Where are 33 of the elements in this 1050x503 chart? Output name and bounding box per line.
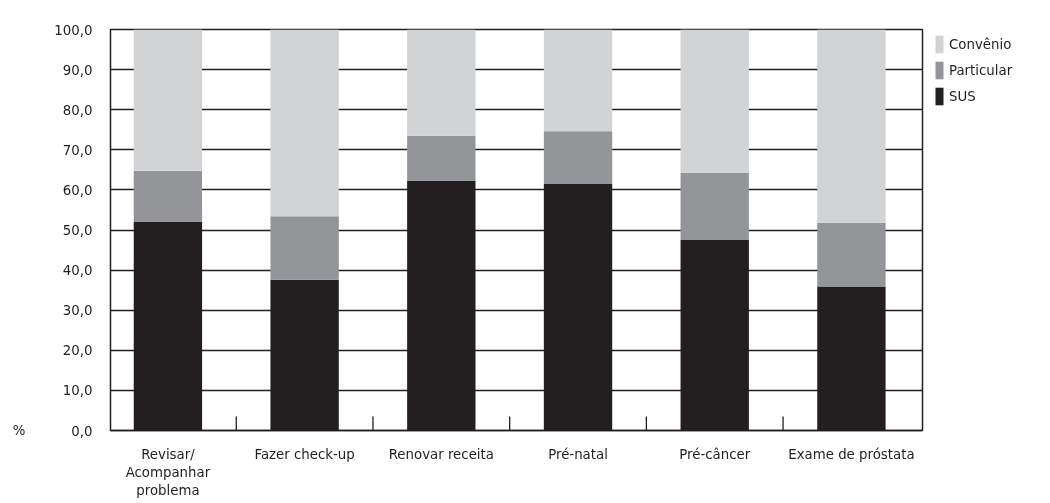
legend-label: Convênio bbox=[949, 36, 1012, 52]
legend-label: Particular bbox=[949, 62, 1013, 78]
y-tick-label: 50,0 bbox=[62, 223, 93, 238]
bar bbox=[270, 216, 339, 280]
bar bbox=[817, 29, 886, 223]
y-tick-label: 10,0 bbox=[62, 383, 93, 399]
y-tick-label: 100,0 bbox=[54, 22, 93, 38]
bar bbox=[817, 222, 886, 287]
bar bbox=[680, 29, 749, 173]
y-tick-label: 30,0 bbox=[62, 303, 93, 319]
x-tick-label: Revisar/ Acompanhar problema bbox=[125, 446, 211, 498]
bar bbox=[270, 29, 339, 217]
bar bbox=[680, 172, 749, 241]
x-tick-label: Pré-natal bbox=[548, 446, 608, 462]
y-tick-label: 0,0 bbox=[71, 423, 93, 439]
x-tick-label: Renovar receita bbox=[388, 446, 494, 462]
bar bbox=[133, 170, 203, 222]
y-tick-label: 40,0 bbox=[62, 263, 93, 279]
bar bbox=[543, 29, 613, 132]
y-axis-title: % bbox=[12, 423, 26, 438]
y-tick-label: 80,0 bbox=[62, 102, 93, 118]
y-tick-label: 60,0 bbox=[62, 182, 93, 198]
x-tick-label: Fazer check-up bbox=[254, 446, 355, 462]
y-tick-label: 70,0 bbox=[62, 142, 93, 158]
bar bbox=[407, 135, 476, 181]
bar bbox=[407, 29, 476, 136]
bar bbox=[543, 131, 613, 184]
x-tick-label: Exame de próstata bbox=[788, 446, 915, 462]
legend-label: SUS bbox=[949, 88, 976, 104]
y-tick-label: 20,0 bbox=[62, 343, 93, 359]
x-tick-label: Pré-câncer bbox=[679, 446, 751, 462]
y-tick-label: 90,0 bbox=[62, 62, 93, 78]
bar bbox=[133, 29, 203, 171]
